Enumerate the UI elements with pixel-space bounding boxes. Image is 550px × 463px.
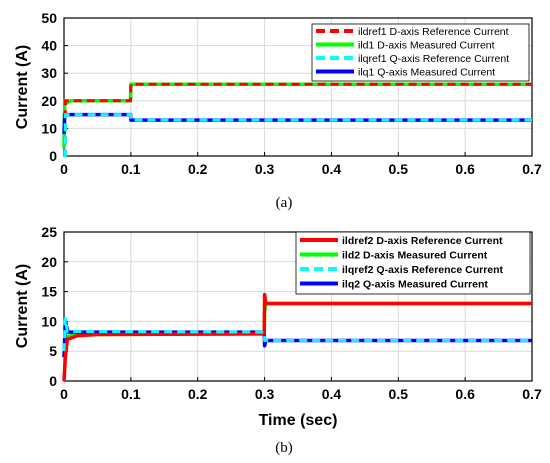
x-tick-label: 0.5	[389, 161, 409, 177]
y-tick-label: 10	[41, 313, 57, 329]
legend-entries-b: ildref2 D-axis Reference Current ild2 D-a…	[300, 235, 504, 291]
y-tick-label: 20	[41, 93, 57, 109]
caption-b: (b)	[275, 440, 293, 456]
x-tick-label: 0	[60, 386, 68, 402]
series-line	[63, 113, 532, 158]
x-tick-label: 0.2	[188, 161, 208, 177]
y-tick-label: 20	[41, 254, 57, 270]
x-tick-label: 0.6	[455, 161, 475, 177]
y-tick-label: 15	[41, 284, 57, 300]
x-tick-label: 0.7	[522, 386, 542, 402]
x-tick-labels-b: 0 0.1 0.2 0.3 0.4 0.5 0.6 0.7	[60, 386, 542, 402]
series-lines-b	[62, 292, 532, 382]
legend-label: ild2 D-axis Measured Current	[342, 250, 488, 262]
x-axis-label-b: Time (sec)	[259, 412, 338, 429]
y-tick-label: 0	[49, 148, 57, 164]
x-tick-label: 0.7	[522, 161, 542, 177]
y-tick-label: 50	[41, 10, 57, 26]
series-line	[62, 316, 532, 352]
legend-entries-a: ildref1 D-axis Reference Current ild1 D-a…	[316, 26, 509, 79]
x-tick-label: 0.3	[255, 386, 275, 402]
caption-a: (a)	[276, 195, 293, 211]
legend-label: ild1 D-axis Measured Current	[358, 40, 495, 52]
legend-a: ildref1 D-axis Reference Current ild1 D-a…	[311, 23, 530, 82]
x-tick-label: 0.2	[188, 386, 208, 402]
x-tick-label: 0	[60, 161, 68, 177]
y-tick-label: 30	[41, 65, 57, 81]
y-axis-label-a: Current (A)	[14, 45, 31, 129]
legend-label: ilq1 Q-axis Measured Current	[358, 67, 495, 79]
series-line	[62, 112, 532, 134]
legend-label: ilqref2 Q-axis Reference Current	[342, 264, 504, 276]
x-tick-label: 0.4	[322, 386, 342, 402]
legend-label: ilq2 Q-axis Measured Current	[342, 279, 488, 291]
y-tick-labels-a: 0 10 20 30 40 50	[41, 10, 57, 164]
x-tick-label: 0.3	[255, 161, 275, 177]
legend-b: ildref2 D-axis Reference Current ild2 D-a…	[295, 231, 531, 295]
series-line	[62, 292, 532, 382]
x-tick-label: 0.1	[121, 161, 141, 177]
series-line	[62, 82, 532, 148]
series-lines-a	[62, 82, 532, 158]
legend-label: ildref2 D-axis Reference Current	[342, 235, 503, 247]
x-tick-label: 0.1	[121, 386, 141, 402]
chart-b: 0 5 10 15 20 25 0 0.1 0.2 0.3 0.4 0.5 0.6 0.7 Curren…	[14, 224, 542, 456]
chart-a: 0 10 20 30 40 50 0 0.1 0.2 0.3 0.4 0.5 0.6 0.7 Curre…	[14, 10, 542, 211]
x-tick-labels-a: 0 0.1 0.2 0.3 0.4 0.5 0.6 0.7	[60, 161, 542, 177]
y-axis-label-b: Current (A)	[14, 264, 31, 348]
y-tick-label: 40	[41, 38, 57, 54]
y-tick-label: 0	[49, 373, 57, 389]
y-tick-labels-b: 0 5 10 15 20 25	[41, 224, 57, 389]
x-tick-label: 0.5	[389, 386, 409, 402]
legend-label: ilqref1 Q-axis Reference Current	[358, 53, 509, 65]
y-tick-label: 25	[41, 224, 57, 240]
y-tick-label: 10	[41, 120, 57, 136]
x-tick-label: 0.4	[322, 161, 342, 177]
x-tick-label: 0.6	[455, 386, 475, 402]
legend-label: ildref1 D-axis Reference Current	[358, 26, 509, 38]
y-tick-label: 5	[49, 343, 57, 359]
plot-frame-a	[63, 17, 533, 157]
